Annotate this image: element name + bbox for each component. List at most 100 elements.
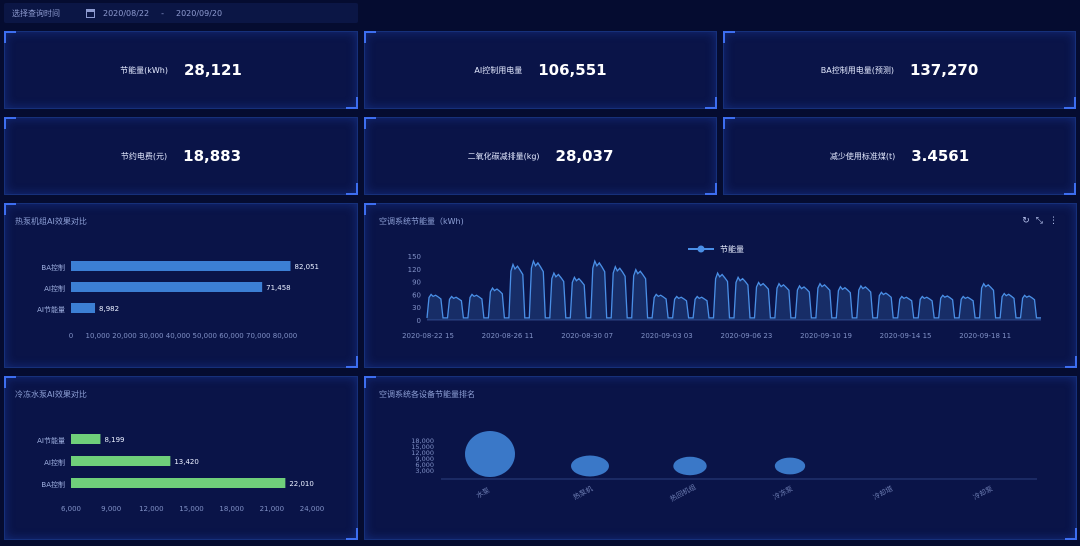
bubble bbox=[570, 455, 610, 477]
energy-saving-line-chart: 0 30 60 90 120 150 节能量 2020-08-22 15 2020-08-26 … bbox=[402, 244, 1041, 340]
bar bbox=[71, 434, 101, 444]
category-label: BA控制 bbox=[41, 263, 65, 272]
bar bbox=[71, 478, 286, 488]
data-label: 8,199 bbox=[104, 436, 124, 444]
x-tick-label: 冷冻泵 bbox=[771, 484, 794, 502]
kpi-card-ai-power: AI控制用电量 106,551 bbox=[364, 31, 717, 109]
kpi-value: 18,883 bbox=[183, 147, 242, 165]
kpi-value: 28,121 bbox=[183, 61, 242, 79]
category-label: AI控制 bbox=[44, 458, 65, 467]
bubble bbox=[774, 457, 806, 475]
kpi-card-co2: 二氧化碳减排量(kg) 28,037 bbox=[364, 117, 717, 195]
x-tick-label: 40,000 bbox=[166, 332, 191, 340]
x-tick-label: 冷却泵 bbox=[971, 484, 994, 502]
x-tick-label: 热泵机 bbox=[571, 484, 594, 502]
x-tick-label: 6,000 bbox=[61, 505, 81, 513]
x-tick-label: 50,000 bbox=[193, 332, 218, 340]
y-tick-label: 120 bbox=[408, 266, 421, 274]
x-tick-label: 24,000 bbox=[300, 505, 325, 513]
x-tick-label: 9,000 bbox=[101, 505, 121, 513]
kpi-label: BA控制用电量(预测) bbox=[820, 65, 894, 75]
kpi-card-coal: 减少使用标准煤(t) 3.4561 bbox=[723, 117, 1076, 195]
panel-title: 热泵机组AI效果对比 bbox=[15, 217, 87, 226]
more-icon[interactable]: ⋮ bbox=[1049, 216, 1064, 226]
panel-title: 空调系统各设备节能量排名 bbox=[379, 390, 475, 399]
data-label: 71,458 bbox=[266, 284, 291, 292]
x-tick-label: 2020-08-30 07 bbox=[561, 332, 613, 340]
kpi-value: 137,270 bbox=[909, 61, 979, 79]
x-tick-label: 30,000 bbox=[139, 332, 164, 340]
data-label: 22,010 bbox=[289, 480, 314, 488]
x-tick-label: 2020-08-22 15 bbox=[402, 332, 454, 340]
kpi-value: 28,037 bbox=[555, 147, 614, 165]
legend-label: 节能量 bbox=[720, 244, 744, 254]
category-label: AI节能量 bbox=[37, 436, 65, 445]
bar bbox=[71, 456, 171, 466]
energy-saving-line-panel: 空调系统节能量（kWh) ↻⤡⋮ 0 30 60 90 120 150 节能量 2020-08… bbox=[364, 203, 1077, 368]
device-ranking-panel: 空调系统各设备节能量排名 3,000 6,000 9,000 12,000 15,000… bbox=[364, 376, 1077, 540]
x-tick-label: 2020-09-10 19 bbox=[800, 332, 852, 340]
pump-bar-chart: AI节能量 8,199 AI控制 13,420 BA控制 22,010 6,000 9,000… bbox=[37, 434, 325, 513]
x-tick-label: 12,000 bbox=[139, 505, 164, 513]
bubble bbox=[673, 456, 707, 476]
category-label: BA控制 bbox=[41, 480, 65, 489]
data-label: 82,051 bbox=[294, 263, 319, 271]
x-tick-label: 20,000 bbox=[112, 332, 137, 340]
chiller-bar-chart: BA控制 82,051 AI控制 71,458 AI节能量 8,982 0 10,000 20,… bbox=[37, 261, 319, 340]
kpi-label: 节能量(kWh) bbox=[120, 65, 168, 75]
date-range-picker[interactable]: 选择查询时间 2020/08/22 - 2020/09/20 bbox=[4, 3, 358, 23]
x-tick-label: 2020-09-03 03 bbox=[641, 332, 693, 340]
bar bbox=[71, 303, 96, 313]
kpi-label: AI控制用电量 bbox=[474, 65, 523, 75]
y-tick-label: 12,000 bbox=[411, 449, 434, 457]
y-tick-label: 60 bbox=[412, 291, 421, 299]
kpi-value: 106,551 bbox=[538, 61, 607, 79]
bar bbox=[71, 261, 291, 271]
pump-comparison-panel: 冷冻水泵AI效果对比 AI节能量 8,199 AI控制 13,420 BA控制 22,01… bbox=[4, 376, 358, 540]
bar bbox=[71, 282, 263, 292]
x-tick-label: 水泵 bbox=[475, 486, 492, 501]
category-label: AI节能量 bbox=[37, 305, 65, 314]
start-date[interactable]: 2020/08/22 bbox=[103, 8, 150, 18]
data-label: 13,420 bbox=[174, 458, 199, 466]
x-tick-label: 0 bbox=[69, 332, 73, 340]
x-tick-label: 2020-09-18 11 bbox=[959, 332, 1011, 340]
x-tick-label: 2020-09-06 23 bbox=[720, 332, 772, 340]
kpi-label: 减少使用标准煤(t) bbox=[829, 151, 896, 161]
x-tick-label: 80,000 bbox=[273, 332, 298, 340]
y-tick-label: 9,000 bbox=[415, 455, 434, 463]
kpi-card-cost-saving: 节约电费(元) 18,883 bbox=[4, 117, 358, 195]
x-tick-label: 热回机组 bbox=[668, 482, 697, 503]
panel-title: 冷冻水泵AI效果对比 bbox=[15, 390, 87, 399]
x-tick-label: 2020-08-26 11 bbox=[482, 332, 534, 340]
query-label: 选择查询时间 bbox=[12, 8, 60, 18]
x-tick-label: 21,000 bbox=[260, 505, 285, 513]
kpi-card-energy-saving: 节能量(kWh) 28,121 bbox=[4, 31, 358, 109]
date-separator: - bbox=[161, 8, 164, 18]
x-tick-label: 冷却塔 bbox=[871, 484, 894, 502]
kpi-value: 3.4561 bbox=[911, 147, 970, 165]
legend-marker bbox=[697, 245, 705, 253]
calendar-icon[interactable] bbox=[86, 8, 95, 18]
x-tick-label: 60,000 bbox=[219, 332, 244, 340]
kpi-label: 节约电费(元) bbox=[120, 151, 168, 161]
zoom-icon[interactable]: ⤡ bbox=[1035, 216, 1049, 226]
data-label: 8,982 bbox=[99, 305, 119, 313]
y-tick-label: 3,000 bbox=[415, 467, 434, 475]
end-date[interactable]: 2020/09/20 bbox=[176, 8, 223, 18]
y-tick-label: 0 bbox=[417, 317, 421, 325]
refresh-icon[interactable]: ↻ bbox=[1022, 216, 1036, 226]
kpi-label: 二氧化碳减排量(kg) bbox=[467, 151, 540, 161]
category-label: AI控制 bbox=[44, 284, 65, 293]
y-tick-label: 18,000 bbox=[411, 437, 434, 445]
y-tick-label: 150 bbox=[408, 253, 421, 261]
y-tick-label: 30 bbox=[412, 304, 421, 312]
chiller-comparison-panel: 热泵机组AI效果对比 BA控制 82,051 AI控制 71,458 AI节能量 8,98… bbox=[4, 203, 358, 368]
y-tick-label: 90 bbox=[412, 279, 421, 287]
y-tick-label: 15,000 bbox=[411, 443, 434, 451]
panel-title: 空调系统节能量（kWh) bbox=[379, 217, 464, 226]
x-tick-label: 70,000 bbox=[246, 332, 271, 340]
x-tick-label: 10,000 bbox=[86, 332, 111, 340]
bubble bbox=[465, 431, 515, 477]
